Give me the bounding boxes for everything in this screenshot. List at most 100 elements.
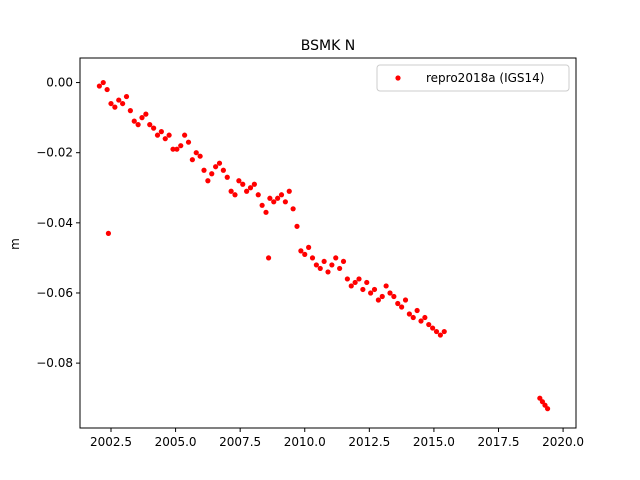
data-point — [267, 195, 273, 201]
data-point — [333, 255, 339, 261]
data-point — [271, 199, 277, 205]
y-tick-label: −0.02 — [36, 146, 73, 160]
data-point — [151, 125, 157, 131]
data-point — [166, 132, 172, 138]
data-point — [265, 255, 272, 261]
y-tick-label: 0.00 — [46, 76, 73, 90]
data-point — [368, 290, 374, 296]
data-point — [298, 248, 304, 254]
data-point — [259, 202, 265, 208]
x-tick-label: 2010.0 — [284, 435, 326, 449]
data-point — [321, 258, 327, 265]
data-point — [201, 167, 207, 173]
data-point — [251, 181, 257, 187]
data-point — [105, 230, 112, 236]
data-point — [329, 262, 335, 268]
data-point — [375, 297, 381, 303]
data-point — [317, 265, 323, 272]
data-point — [220, 167, 226, 173]
data-point — [399, 304, 405, 310]
axes-frame — [79, 57, 577, 429]
y-axis: 0.00 −0.02 −0.04 −0.06 −0.08 — [36, 76, 80, 370]
data-point — [116, 97, 122, 103]
data-point — [216, 160, 223, 166]
data-point — [139, 115, 145, 121]
data-point — [197, 153, 203, 159]
x-tick-label: 2017.5 — [478, 435, 520, 449]
data-point — [100, 79, 106, 86]
x-tick-label: 2012.5 — [348, 435, 390, 449]
data-point — [402, 297, 409, 303]
data-point — [174, 146, 180, 152]
data-point — [275, 195, 281, 201]
x-axis: 2002.5 2005.0 2007.5 2010.0 2012.5 2015.0 2017… — [90, 428, 584, 449]
data-point — [108, 100, 114, 107]
data-point — [213, 164, 219, 170]
x-tick-label: 2002.5 — [90, 435, 132, 449]
data-point — [422, 314, 428, 321]
data-point — [437, 332, 443, 338]
data-point — [193, 150, 199, 156]
data-point — [379, 293, 385, 300]
data-point — [344, 276, 350, 282]
data-point — [236, 178, 242, 184]
data-point — [395, 300, 401, 307]
x-tick-label: 2005.0 — [155, 435, 197, 449]
data-point — [162, 136, 168, 142]
data-point — [182, 132, 188, 138]
data-point — [302, 251, 308, 257]
data-point — [158, 129, 164, 135]
y-tick-label: −0.08 — [36, 356, 73, 370]
data-point — [360, 286, 366, 293]
data-point — [294, 223, 300, 229]
data-point — [309, 255, 316, 261]
y-tick-label: −0.06 — [36, 286, 73, 300]
data-point — [96, 83, 102, 89]
data-point — [433, 328, 440, 335]
data-point — [112, 104, 118, 110]
data-point — [135, 122, 141, 128]
data-point — [387, 290, 393, 296]
data-point — [286, 188, 292, 194]
x-tick-label: 2007.5 — [219, 435, 261, 449]
data-point — [426, 321, 432, 328]
legend: repro2018a (IGS14) — [376, 64, 570, 92]
data-point — [337, 265, 343, 272]
chart-title: BSMK N — [301, 38, 355, 54]
data-point — [352, 279, 358, 286]
data-point — [209, 171, 215, 177]
data-point — [364, 279, 370, 286]
data-point — [282, 199, 288, 205]
data-point — [278, 192, 285, 198]
data-point — [418, 318, 424, 324]
x-tick-label: 2020.0 — [542, 435, 584, 449]
legend-marker — [395, 75, 401, 81]
legend-label: repro2018a (IGS14) — [426, 71, 544, 85]
data-point — [123, 93, 130, 100]
data-point — [371, 286, 378, 293]
data-point — [143, 111, 149, 117]
data-point — [205, 178, 211, 184]
data-point — [290, 206, 296, 212]
data-point — [313, 262, 319, 268]
data-point — [306, 244, 312, 250]
data-point — [228, 188, 234, 194]
data-point — [406, 311, 412, 317]
series-0 — [96, 79, 551, 412]
data-point — [244, 188, 250, 194]
y-axis-label: m — [8, 238, 22, 250]
x-tick-label: 2015.0 — [413, 435, 455, 449]
data-point — [414, 307, 420, 314]
data-point — [189, 157, 195, 163]
data-point — [348, 283, 354, 289]
data-point — [147, 122, 153, 128]
data-point — [441, 328, 447, 335]
data-point — [178, 143, 184, 149]
data-point — [131, 118, 137, 124]
data-point — [263, 209, 269, 215]
data-point — [170, 146, 176, 152]
data-point — [255, 192, 261, 198]
data-point — [154, 132, 161, 138]
data-point — [383, 283, 389, 289]
